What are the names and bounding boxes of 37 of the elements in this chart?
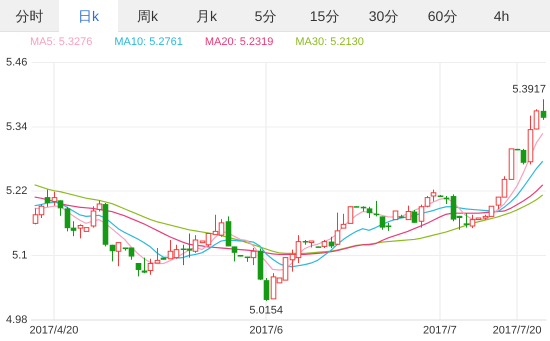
candlestick — [328, 236, 334, 248]
candlestick — [366, 206, 372, 218]
text: 周k — [136, 7, 159, 26]
x-tick-label: 2017/7 — [423, 324, 457, 336]
text: MA30: 5.2130 — [295, 36, 364, 48]
annotation: 5.0154 — [249, 304, 284, 316]
text: 5分 — [254, 7, 278, 26]
y-tick-label: 5.1 — [12, 250, 28, 262]
text: MA10: 5.2761 — [114, 36, 183, 48]
text: MA5: 5.3276 — [30, 36, 92, 48]
text: 15分 — [308, 7, 340, 26]
text: 30分 — [368, 7, 400, 26]
text: 分时 — [14, 7, 44, 26]
text: 60分 — [426, 7, 458, 26]
candlestick — [142, 257, 148, 274]
y-tick-label: 4.98 — [6, 314, 28, 326]
candlestick — [264, 278, 270, 302]
candlestick — [412, 209, 418, 224]
y-tick-label: 5.22 — [6, 185, 28, 198]
y-tick-label: 5.46 — [6, 56, 28, 69]
candlestick — [44, 189, 50, 208]
candlestick — [110, 244, 116, 262]
text: 月k — [195, 7, 218, 26]
candlestick — [374, 200, 380, 217]
candlestick — [58, 200, 64, 216]
x-tick-label: 2017/6 — [249, 324, 284, 336]
candlestick — [540, 98, 546, 120]
text: 日k — [59, 0, 118, 32]
text: 4h — [492, 7, 510, 26]
x-tick-label: 2017/4/20 — [29, 324, 78, 336]
x-tick-label: 2017/7/20 — [492, 324, 542, 336]
candlestick — [232, 246, 238, 262]
text: MA20: 5.2319 — [204, 36, 274, 48]
candlestick — [464, 212, 470, 228]
annotation: 5.3917 — [512, 84, 546, 96]
candlestick — [136, 262, 142, 277]
y-tick-label: 5.34 — [6, 120, 28, 133]
